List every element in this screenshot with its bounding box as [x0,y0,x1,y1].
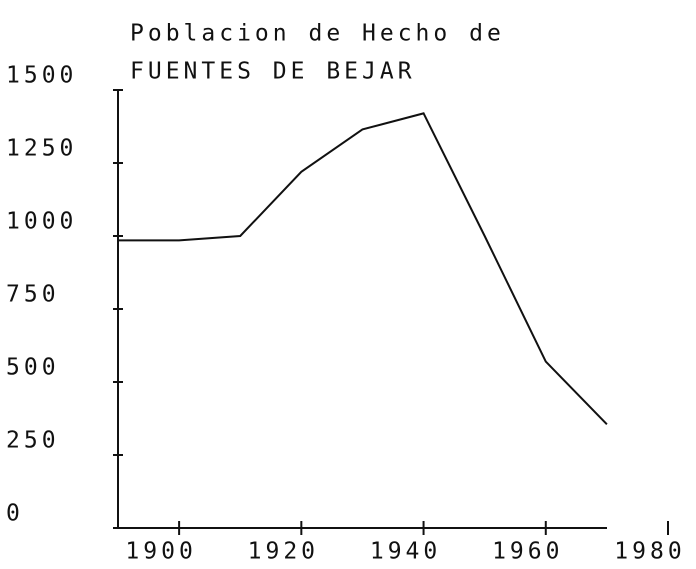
y-tick-label: 1000 [6,209,77,235]
chart-title: Poblacion de Hecho de [130,21,505,47]
y-tick-label: 1250 [6,136,77,162]
x-tick-label: 1980 [614,539,685,565]
x-tick-label: 1920 [248,539,319,565]
x-tick-label: 1960 [492,539,563,565]
y-tick-label: 0 [6,501,24,527]
y-tick-label: 1500 [6,63,77,89]
x-tick-label: 1940 [370,539,441,565]
chart-subtitle: FUENTES DE BEJAR [130,59,416,85]
x-tick-label: 1900 [125,539,196,565]
y-tick-label: 250 [6,428,60,454]
data-line [118,112,608,426]
y-tick-label: 500 [6,355,60,381]
y-tick-label: 750 [6,282,60,308]
